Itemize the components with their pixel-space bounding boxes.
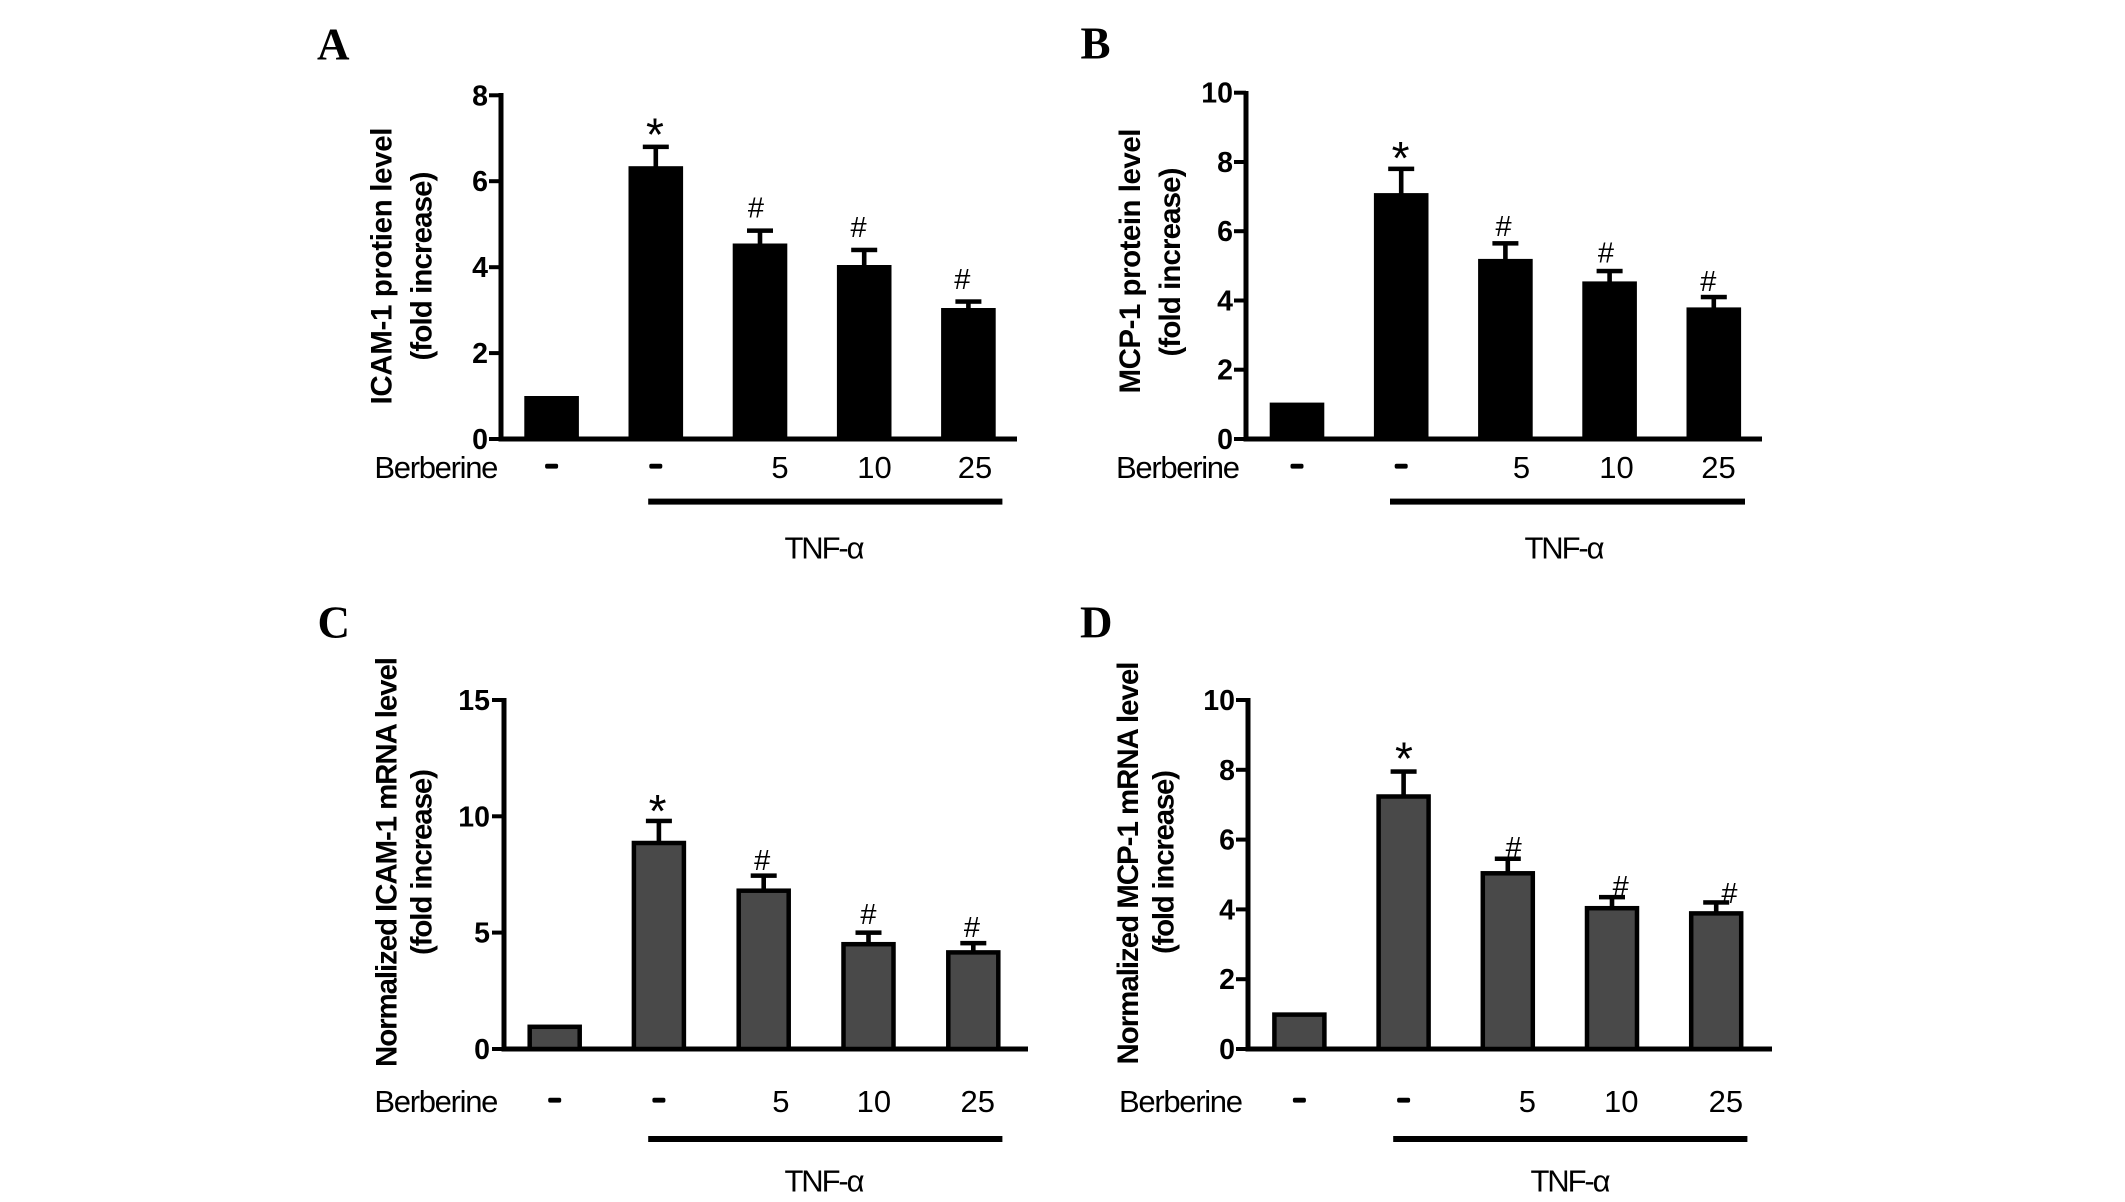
- svg-text:6: 6: [1217, 216, 1233, 248]
- svg-text:C: C: [318, 598, 351, 648]
- svg-text:B: B: [1081, 19, 1111, 69]
- svg-text:#: #: [1721, 878, 1737, 910]
- svg-text:4: 4: [1219, 894, 1235, 926]
- svg-text:#: #: [964, 912, 980, 944]
- svg-text:Berberine: Berberine: [1119, 1084, 1243, 1119]
- svg-text:Berberine: Berberine: [374, 1084, 498, 1119]
- svg-text:#: #: [860, 899, 876, 931]
- svg-text:TNF-α: TNF-α: [1525, 531, 1605, 566]
- svg-text:Normalized MCP-1 mRNA level: Normalized MCP-1 mRNA level: [1112, 662, 1145, 1065]
- svg-text:25: 25: [960, 1084, 994, 1119]
- svg-text:10: 10: [857, 1084, 891, 1119]
- svg-text:Berberine: Berberine: [374, 450, 498, 485]
- svg-text:2: 2: [472, 338, 488, 370]
- svg-text:0: 0: [1217, 424, 1233, 456]
- svg-text:#: #: [1700, 266, 1716, 298]
- svg-text:#: #: [1496, 211, 1512, 243]
- svg-text:#: #: [954, 264, 970, 296]
- svg-text:4: 4: [1217, 286, 1233, 318]
- svg-text:#: #: [851, 212, 867, 244]
- svg-text:10: 10: [1201, 78, 1233, 110]
- svg-text:#: #: [1613, 871, 1629, 903]
- svg-text:#: #: [748, 192, 764, 224]
- svg-text:6: 6: [472, 166, 488, 198]
- svg-text:A: A: [317, 20, 350, 70]
- svg-text:5: 5: [772, 1084, 789, 1119]
- svg-text:#: #: [1598, 237, 1614, 269]
- svg-text:8: 8: [472, 80, 488, 112]
- svg-text:25: 25: [958, 450, 992, 485]
- svg-text:25: 25: [1709, 1084, 1743, 1119]
- svg-text:0: 0: [474, 1034, 490, 1066]
- svg-text:25: 25: [1701, 450, 1735, 485]
- svg-text:(fold increase): (fold increase): [1147, 770, 1180, 954]
- svg-text:10: 10: [857, 450, 891, 485]
- svg-text:(fold increase): (fold increase): [406, 172, 439, 361]
- svg-text:15: 15: [458, 685, 490, 717]
- svg-text:#: #: [1506, 832, 1522, 864]
- svg-text:(fold increase): (fold increase): [1154, 168, 1187, 357]
- svg-text:10: 10: [1203, 685, 1235, 717]
- svg-text:*: *: [646, 109, 664, 161]
- svg-text:(fold increase): (fold increase): [406, 769, 439, 955]
- svg-text:10: 10: [1599, 450, 1633, 485]
- svg-text:*: *: [1392, 132, 1410, 184]
- svg-text:*: *: [649, 785, 667, 837]
- svg-text:TNF-α: TNF-α: [785, 1164, 865, 1198]
- svg-text:5: 5: [771, 450, 788, 485]
- svg-text:#: #: [754, 845, 770, 877]
- svg-text:8: 8: [1219, 755, 1235, 787]
- svg-text:Normalized ICAM-1 mRNA level: Normalized ICAM-1 mRNA level: [370, 657, 403, 1067]
- svg-text:TNF-α: TNF-α: [785, 531, 865, 566]
- svg-text:0: 0: [1219, 1034, 1235, 1066]
- svg-text:2: 2: [1217, 355, 1233, 387]
- svg-text:4: 4: [472, 252, 488, 284]
- svg-text:8: 8: [1217, 147, 1233, 179]
- svg-text:*: *: [1395, 733, 1413, 785]
- svg-text:Berberine: Berberine: [1116, 450, 1240, 485]
- svg-text:ICAM-1 protien level: ICAM-1 protien level: [366, 128, 399, 405]
- svg-text:10: 10: [1604, 1084, 1638, 1119]
- svg-text:MCP-1 protein level: MCP-1 protein level: [1114, 129, 1147, 394]
- svg-text:2: 2: [1219, 964, 1235, 996]
- svg-text:5: 5: [1513, 450, 1530, 485]
- svg-text:6: 6: [1219, 825, 1235, 857]
- svg-text:D: D: [1080, 598, 1113, 648]
- svg-text:10: 10: [458, 801, 490, 833]
- svg-text:TNF-α: TNF-α: [1531, 1164, 1611, 1198]
- svg-text:0: 0: [472, 424, 488, 456]
- svg-text:5: 5: [1519, 1084, 1536, 1119]
- svg-text:5: 5: [474, 918, 490, 950]
